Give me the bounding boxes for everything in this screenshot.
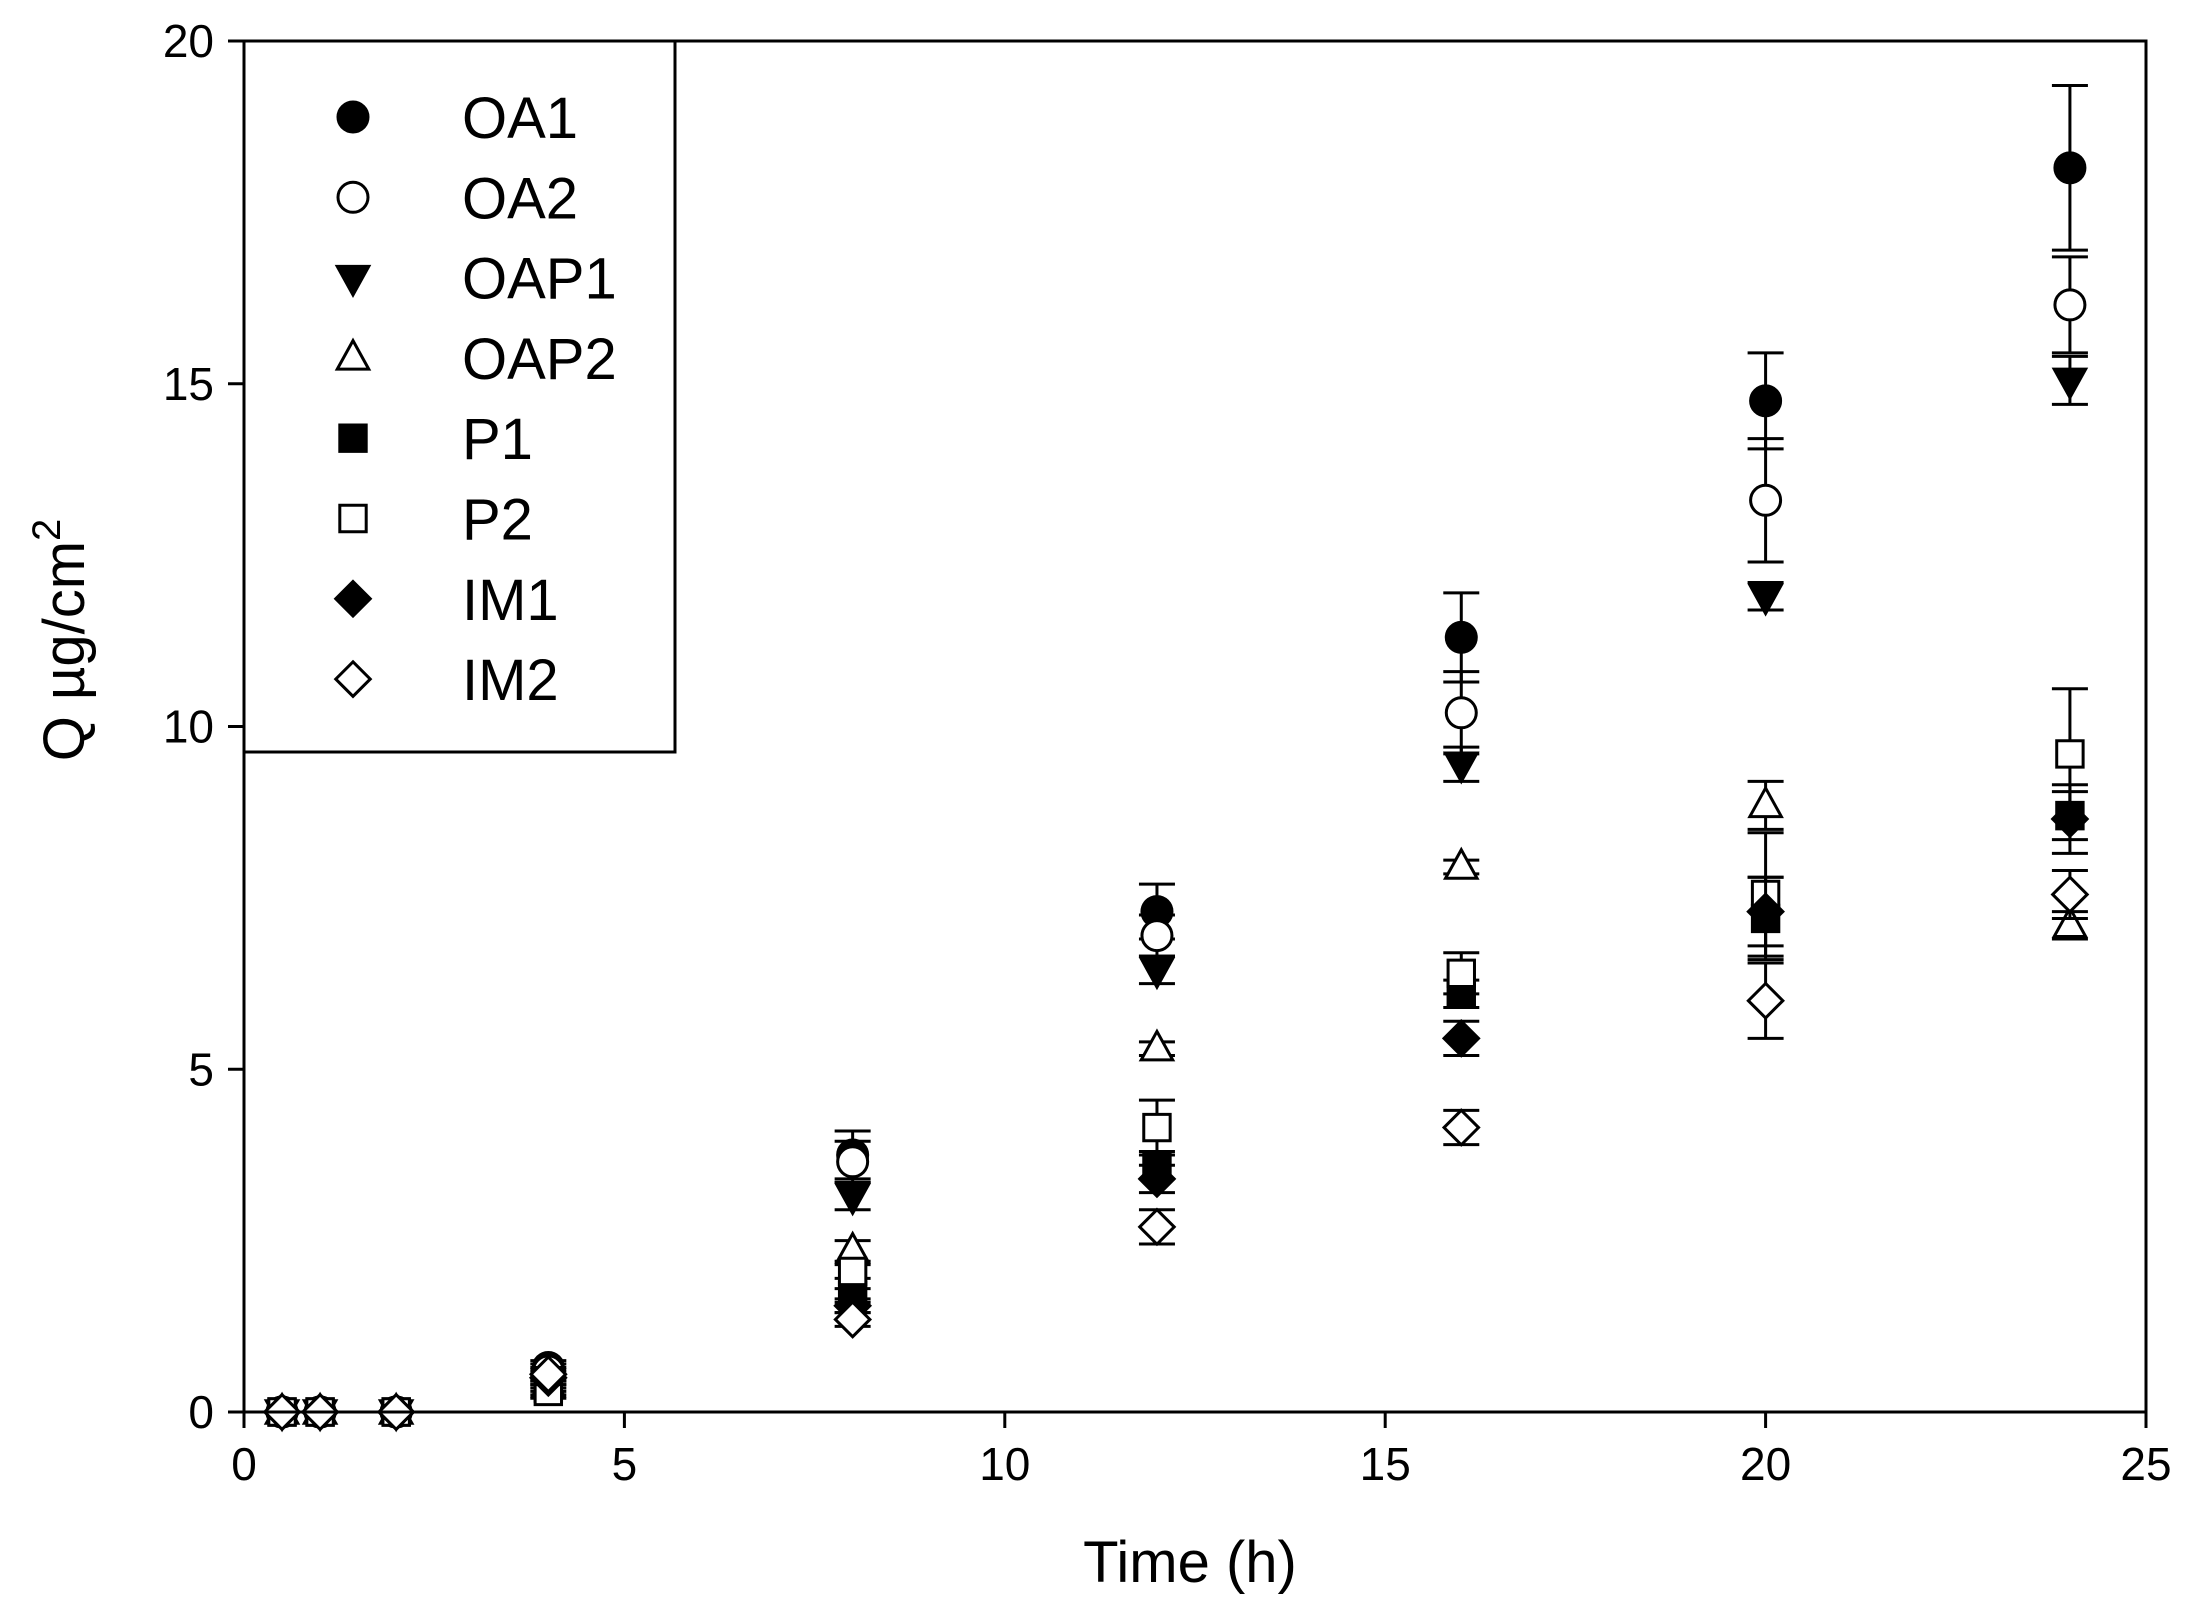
point-im2 [1137,1207,1177,1247]
point-p2 [1142,1112,1172,1143]
axis-ticks: 0 5 10 15 20 25 0 5 10 15 20 [163,15,2172,1490]
point-im2 [528,1354,568,1394]
point-p2 [2055,739,2085,769]
legend-label-oa1: OA1 [462,86,578,151]
legend-label-p1: P1 [462,407,533,472]
y-axis-title-text: Q µg/cm [32,541,97,761]
point-oap2 [1747,784,1784,819]
point-im2 [2050,875,2090,914]
point-oa2 [836,1145,870,1179]
legend-marker-im1 [333,579,373,619]
point-im1 [1441,1019,1481,1058]
legend-marker-oap2 [334,337,372,371]
point-oap1 [1138,957,1176,991]
x-tick-label: 25 [2120,1438,2171,1490]
x-tick-label: 5 [612,1438,638,1490]
point-oap1 [1747,583,1784,617]
legend-marker-oa1 [336,100,370,134]
point-oa1 [1444,620,1478,654]
legend-marker-oap1 [334,264,372,298]
x-tick-label: 15 [1360,1438,1411,1490]
legend-box [242,39,677,754]
legend-marker-oa2 [336,180,370,214]
legend-label-im1: IM1 [462,568,559,633]
point-oa2 [2053,288,2087,322]
y-axis-title-superscript: 2 [25,519,69,541]
x-tick-label: 10 [979,1438,1030,1490]
point-oap2 [1442,846,1480,880]
x-axis-title: Time (h) [1083,1530,1297,1595]
legend-marker-p2 [338,503,368,534]
legend-marker-p1 [338,423,368,453]
point-im1 [1746,892,1785,931]
point-oap1 [2051,367,2089,401]
legend-marker-im2 [333,659,373,699]
legend-label-oa2: OA2 [462,166,578,231]
point-oap1 [1442,751,1480,785]
point-oap2 [1138,1028,1176,1062]
y-tick-label: 15 [163,358,214,410]
point-im1 [2050,799,2090,839]
y-axis-title: Q µg/cm2 [25,519,97,762]
point-oap1 [834,1183,871,1217]
point-p2 [1446,958,1476,988]
legend-label-oap2: OAP2 [462,327,617,392]
point-oa1 [2053,151,2087,185]
y-tick-label: 5 [188,1043,214,1095]
point-oap2 [2051,904,2089,939]
x-tick-label: 20 [1740,1438,1791,1490]
point-oa1 [1749,384,1783,418]
y-tick-label: 10 [163,701,214,753]
y-tick-label: 0 [188,1386,214,1438]
legend-label-oap1: OAP1 [462,247,617,312]
y-tick-label: 20 [163,15,214,67]
x-tick-label: 0 [231,1438,257,1490]
point-im2 [1441,1108,1481,1147]
legend-label-im2: IM2 [462,648,559,713]
point-im1 [1137,1159,1177,1199]
point-oa2 [1444,696,1478,730]
legend-label-p2: P2 [462,488,533,553]
point-im2 [833,1300,873,1339]
point-oa2 [1749,483,1783,517]
legend: OA1 OA2 OAP1 OAP2 P1 P2 IM1 IM2 [242,39,677,754]
data-layer [262,84,2090,1433]
point-p2 [837,1256,868,1287]
point-im2 [1746,981,1785,1021]
point-oa2 [1140,919,1174,953]
